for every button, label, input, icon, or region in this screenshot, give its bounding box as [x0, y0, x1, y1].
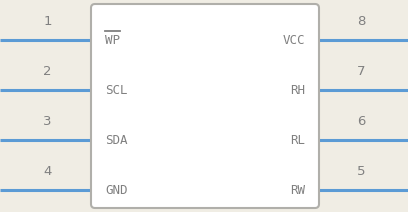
Text: RH: RH	[290, 84, 305, 96]
Text: 5: 5	[357, 165, 366, 178]
Text: SDA: SDA	[105, 134, 127, 146]
Text: GND: GND	[105, 184, 127, 197]
Text: 1: 1	[43, 15, 52, 28]
Text: 2: 2	[43, 65, 52, 78]
Text: WP: WP	[105, 33, 120, 46]
Text: VCC: VCC	[282, 33, 305, 46]
Text: RL: RL	[290, 134, 305, 146]
FancyBboxPatch shape	[91, 4, 319, 208]
Text: 6: 6	[357, 115, 366, 128]
Text: SCL: SCL	[105, 84, 127, 96]
Text: 8: 8	[357, 15, 366, 28]
Text: 3: 3	[43, 115, 52, 128]
Text: 4: 4	[43, 165, 52, 178]
Text: RW: RW	[290, 184, 305, 197]
Text: 7: 7	[357, 65, 366, 78]
